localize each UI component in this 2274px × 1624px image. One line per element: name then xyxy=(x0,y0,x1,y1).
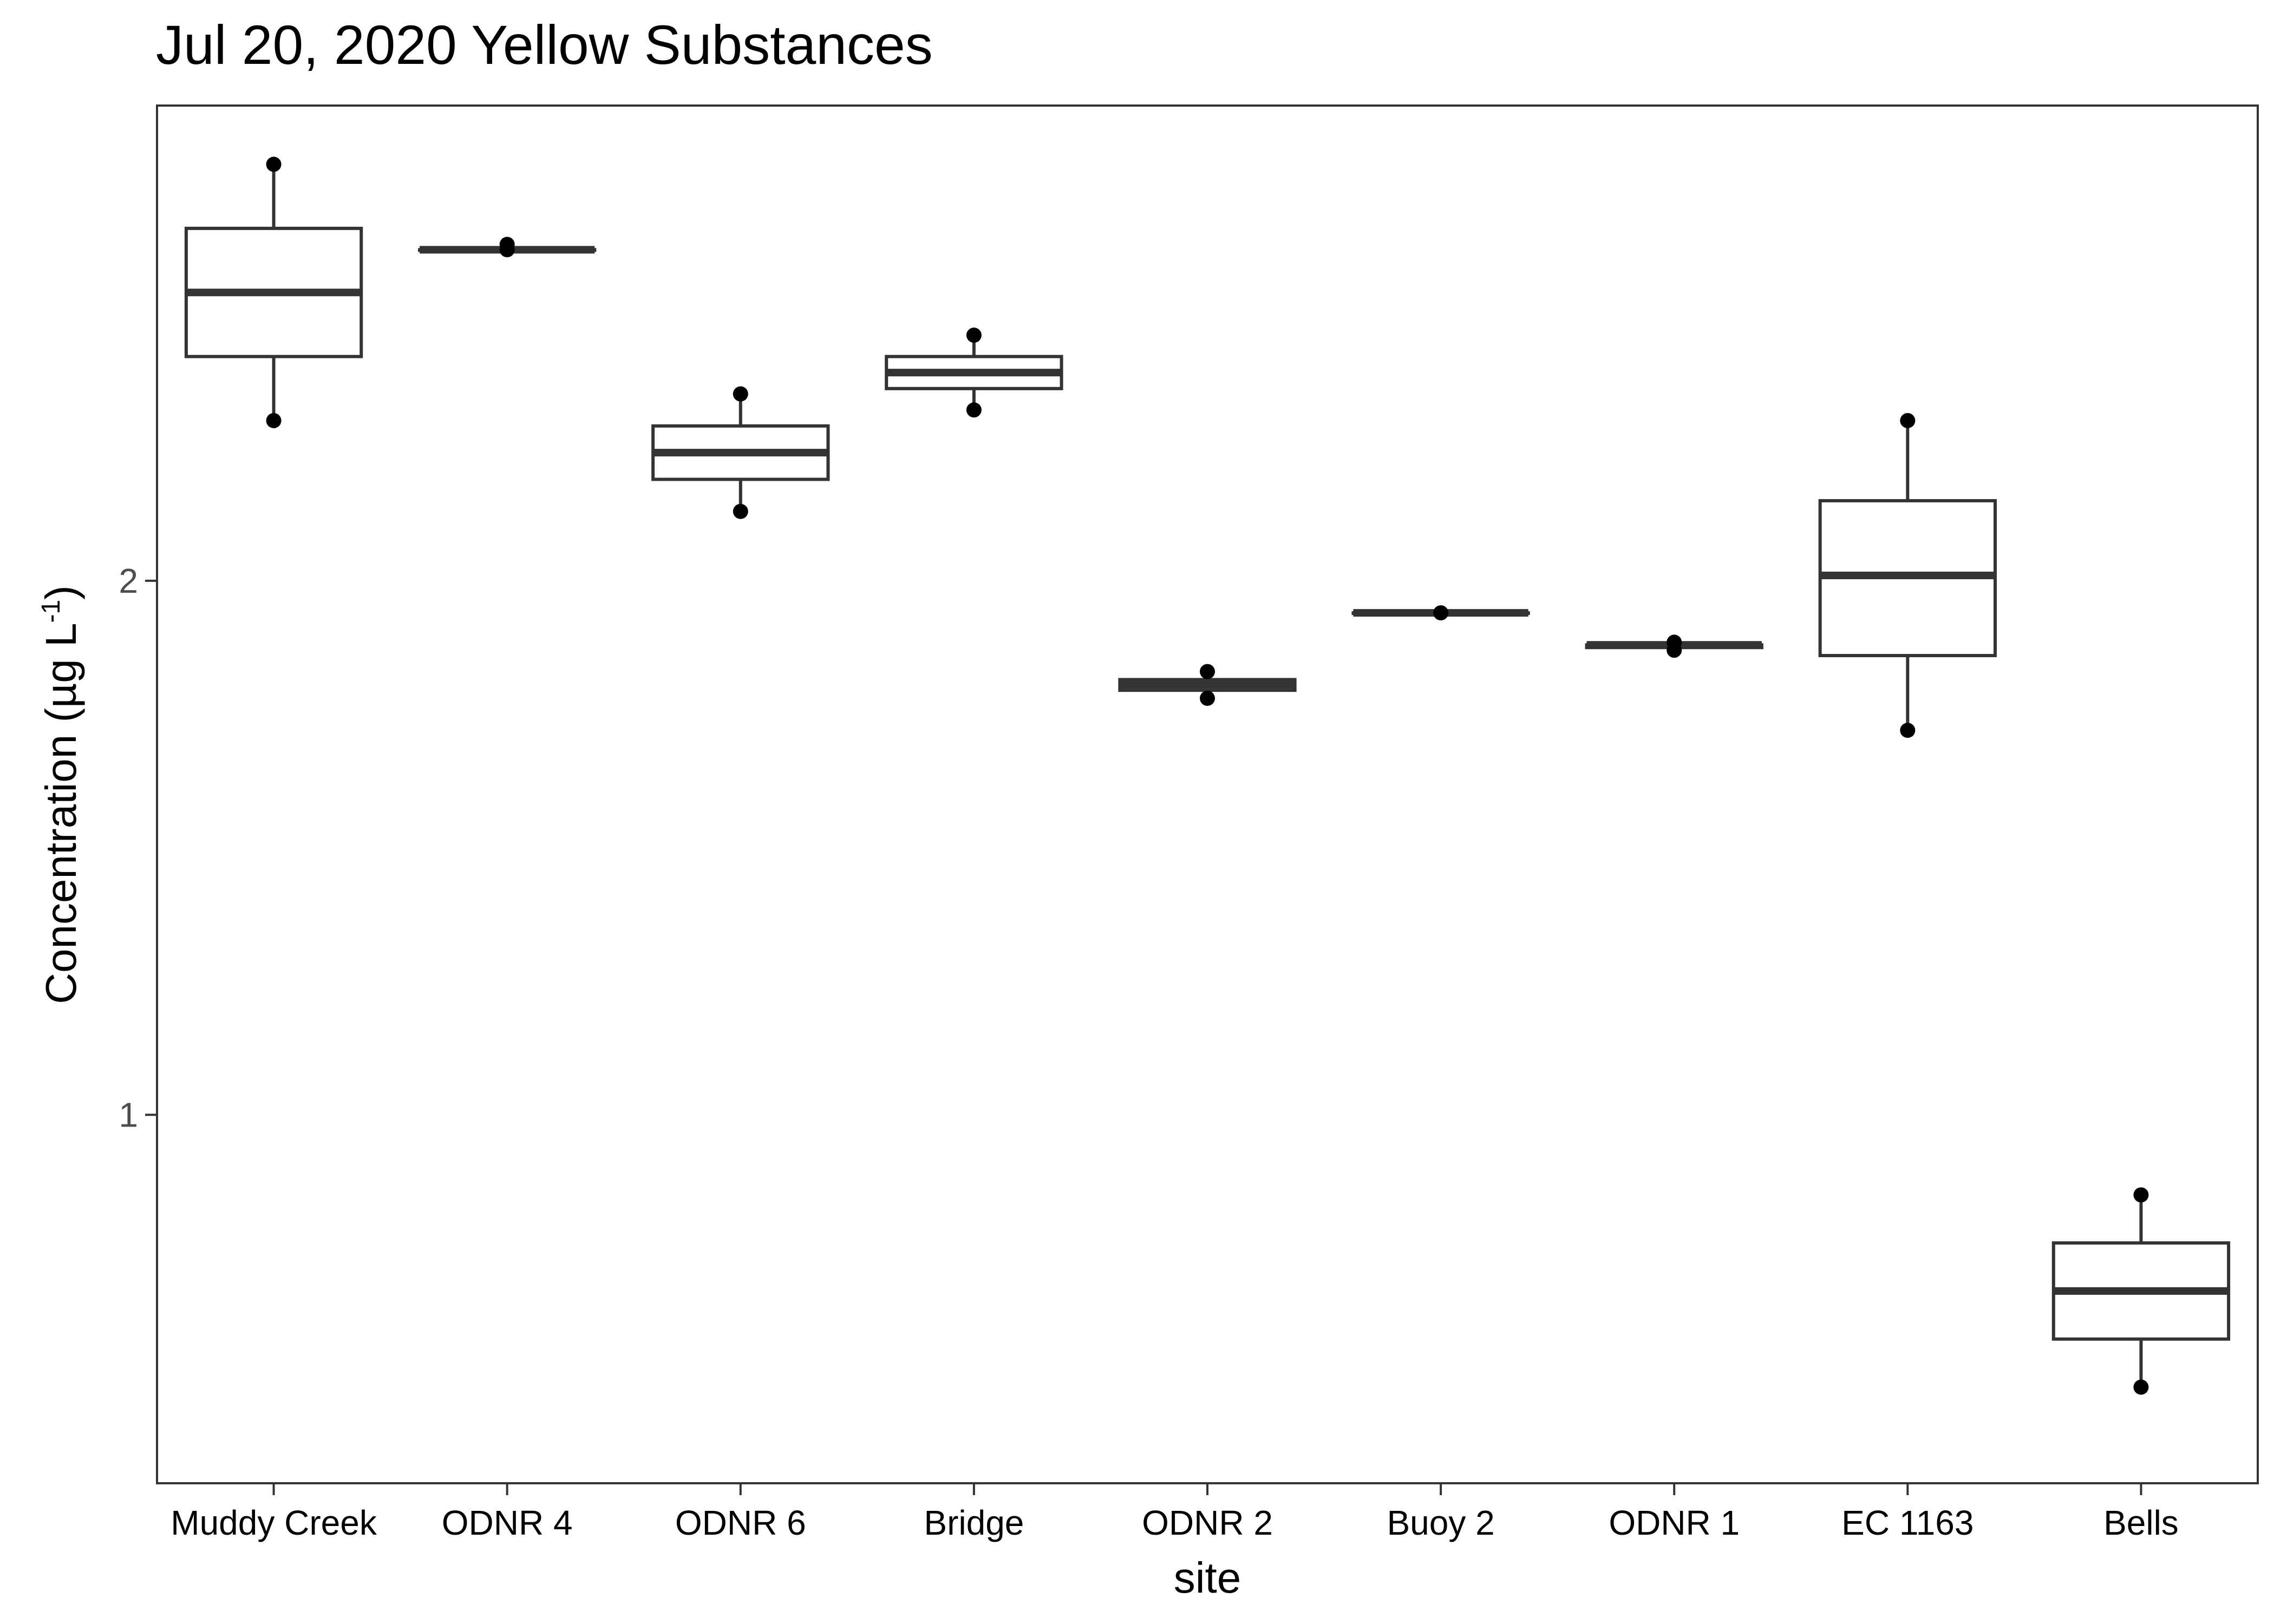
data-point xyxy=(1900,412,1916,428)
data-point xyxy=(966,402,982,418)
data-point xyxy=(966,328,982,343)
x-tick-label: ODNR 1 xyxy=(1609,1503,1740,1542)
y-axis-title-text: Concentration (µg L xyxy=(37,623,85,1004)
data-point xyxy=(1433,605,1449,621)
y-tick-label: 2 xyxy=(119,561,138,600)
data-point xyxy=(2133,1187,2149,1203)
x-tick-label: Bells xyxy=(2103,1503,2179,1542)
x-tick-label: EC 1163 xyxy=(1841,1503,1974,1542)
y-tick-label: 1 xyxy=(119,1095,138,1134)
box-group xyxy=(2051,1187,2231,1395)
x-tick-label: ODNR 4 xyxy=(442,1503,573,1542)
box-group xyxy=(1351,605,1530,621)
data-point xyxy=(2133,1379,2149,1395)
data-point xyxy=(1200,664,1215,679)
box-group xyxy=(651,386,830,519)
box-group xyxy=(184,156,363,428)
box-group xyxy=(1818,412,1997,738)
y-axis-ticks: 12 xyxy=(119,561,157,1134)
data-point xyxy=(266,412,282,428)
chart-marks xyxy=(184,156,2231,1395)
data-point xyxy=(499,242,515,258)
chart-title: Jul 20, 2020 Yellow Substances xyxy=(156,14,933,76)
data-point xyxy=(1900,723,1916,738)
x-tick-label: Buoy 2 xyxy=(1387,1503,1494,1542)
data-point xyxy=(266,156,282,172)
box-group xyxy=(1118,664,1297,706)
y-axis-title: Concentration (µg L-1) xyxy=(37,585,85,1004)
y-axis-title-suffix: ) xyxy=(37,585,85,600)
x-tick-label: Muddy Creek xyxy=(171,1503,377,1542)
x-axis-ticks: Muddy Creek ODNR 4 ODNR 6 Bridge ODNR 2 Buoy … xyxy=(171,1483,2179,1542)
plot-panel xyxy=(156,104,2259,1484)
x-axis-title: site xyxy=(1174,1554,1241,1602)
y-axis-title-superscript: -1 xyxy=(37,600,66,623)
data-point xyxy=(1200,690,1215,706)
x-tick-label: ODNR 2 xyxy=(1142,1503,1273,1542)
box-group xyxy=(1585,634,1763,658)
x-tick-label: ODNR 6 xyxy=(675,1503,806,1542)
data-point xyxy=(733,386,748,402)
data-point xyxy=(1667,643,1682,658)
box-group xyxy=(885,328,1063,418)
data-point xyxy=(733,503,748,519)
box-group xyxy=(418,237,597,258)
x-tick-label: Bridge xyxy=(924,1503,1024,1542)
